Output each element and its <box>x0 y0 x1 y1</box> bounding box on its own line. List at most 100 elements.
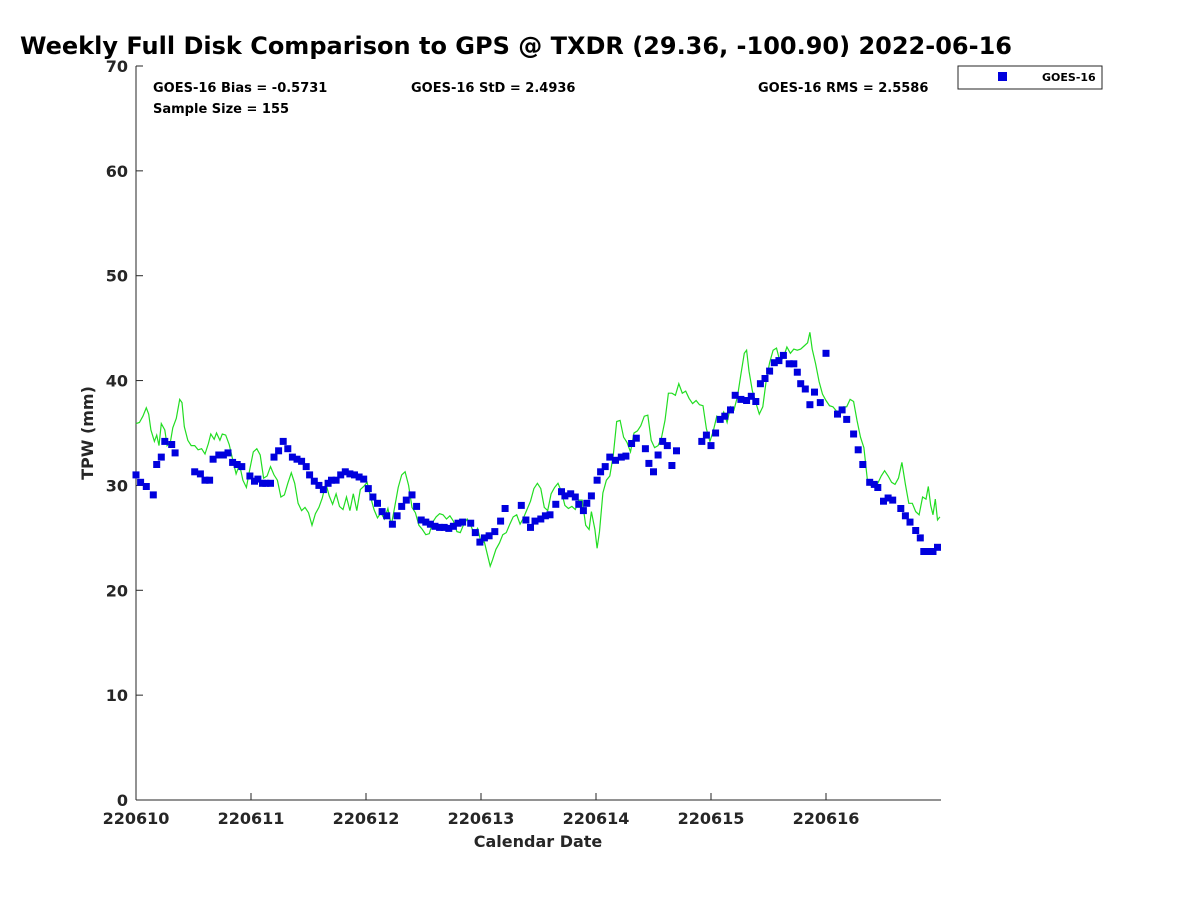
goes16-point <box>351 471 358 479</box>
y-tick-label: 0 <box>117 791 128 810</box>
goes16-point <box>168 441 176 448</box>
goes16-point <box>378 508 386 516</box>
goes16-point <box>449 522 457 530</box>
goes16-point <box>707 442 715 450</box>
goes16-point <box>238 463 246 471</box>
goes16-point <box>779 351 787 359</box>
goes16-point <box>716 415 724 423</box>
goes16-point <box>622 452 630 460</box>
goes16-point <box>497 517 505 525</box>
goes16-point <box>587 492 595 500</box>
goes16-point <box>561 492 569 500</box>
goes16-point <box>328 476 335 484</box>
goes16-point <box>279 437 287 445</box>
goes16-point <box>766 367 774 375</box>
goes16-point <box>897 505 905 512</box>
goes16-point <box>712 429 720 437</box>
goes16-point <box>153 461 161 468</box>
goes16-point <box>541 512 549 520</box>
goes16-point <box>834 410 841 418</box>
goes16-point <box>663 442 671 450</box>
goes16-point <box>201 476 209 484</box>
legend: GOES-16 <box>957 65 1103 90</box>
goes16-point <box>668 462 676 469</box>
goes16-point <box>275 447 283 455</box>
goes16-point <box>801 385 809 393</box>
goes16-point <box>467 519 475 527</box>
y-ticks: 0 10 20 30 40 50 60 70 <box>106 57 143 810</box>
goes16-point <box>797 380 805 388</box>
goes16-point <box>374 499 381 507</box>
bias-stat: GOES-16 Bias = -0.5731 <box>153 81 327 96</box>
rms-stat: GOES-16 RMS = 2.5586 <box>758 81 928 96</box>
gps-series-line <box>135 332 941 569</box>
goes16-point <box>606 453 614 461</box>
goes16-point <box>641 445 649 453</box>
x-tick-label: 220612 <box>333 809 400 828</box>
legend-marker-goes16 <box>998 72 1007 81</box>
goes16-point <box>137 478 145 486</box>
goes16-point <box>790 360 798 368</box>
y-tick-label: 20 <box>106 581 128 600</box>
goes16-point <box>471 529 479 537</box>
goes16-point <box>850 430 858 438</box>
x-tick-label: 220616 <box>793 809 860 828</box>
goes16-point <box>838 406 846 414</box>
goes16-point <box>743 397 751 404</box>
goes16-point <box>854 446 862 454</box>
goes16-point <box>597 468 605 476</box>
x-tick-label: 220611 <box>218 809 285 828</box>
goes16-point <box>206 476 214 484</box>
goes16-point <box>417 516 425 524</box>
goes16-point <box>659 437 667 445</box>
goes16-point <box>293 455 301 463</box>
goes16-point <box>785 360 793 368</box>
goes16-point <box>859 461 867 468</box>
goes16-point <box>522 516 530 524</box>
goes16-point <box>747 392 755 400</box>
goes16-point <box>617 453 625 461</box>
y-tick-label: 10 <box>106 686 128 705</box>
goes16-point <box>537 515 545 523</box>
chart-title: Weekly Full Disk Comparison to GPS @ TXD… <box>20 32 1012 60</box>
goes16-point <box>816 399 824 407</box>
goes16-point <box>889 496 897 504</box>
x-tick-label: 220614 <box>563 809 630 828</box>
x-tick-label: 220610 <box>103 809 170 828</box>
goes16-point <box>645 459 653 467</box>
goes16-point <box>393 512 401 520</box>
goes16-point <box>310 477 318 485</box>
goes16-point <box>298 457 306 465</box>
y-tick-label: 50 <box>106 267 128 286</box>
goes16-point <box>422 518 430 526</box>
goes16-point <box>906 518 914 526</box>
goes16-point <box>650 468 657 476</box>
goes16-point <box>654 451 662 459</box>
goes16-point <box>501 505 509 512</box>
goes16-point <box>874 484 882 491</box>
x-tick-label: 220615 <box>678 809 745 828</box>
goes16-point <box>209 455 217 463</box>
goes16-point <box>306 471 314 479</box>
goes16-point <box>302 463 310 471</box>
goes16-point <box>920 548 928 555</box>
goes16-point <box>355 473 363 481</box>
goes16-point <box>579 507 587 515</box>
goes16-point <box>632 434 640 442</box>
x-axis-label: Calendar Date <box>474 832 603 851</box>
goes16-point <box>884 494 892 502</box>
goes16-point <box>360 475 368 483</box>
goes16-point <box>583 499 591 507</box>
goes16-point <box>770 359 778 367</box>
legend-box <box>957 65 1103 90</box>
goes16-point <box>346 470 354 478</box>
goes16-point <box>142 483 150 490</box>
goes16-point <box>219 451 227 459</box>
goes16-point <box>454 519 462 527</box>
goes16-point <box>332 476 340 484</box>
goes16-point <box>601 463 609 471</box>
goes16-point <box>698 437 706 445</box>
goes16-point <box>319 486 327 494</box>
goes16-point <box>929 548 937 555</box>
goes16-point <box>880 497 887 505</box>
